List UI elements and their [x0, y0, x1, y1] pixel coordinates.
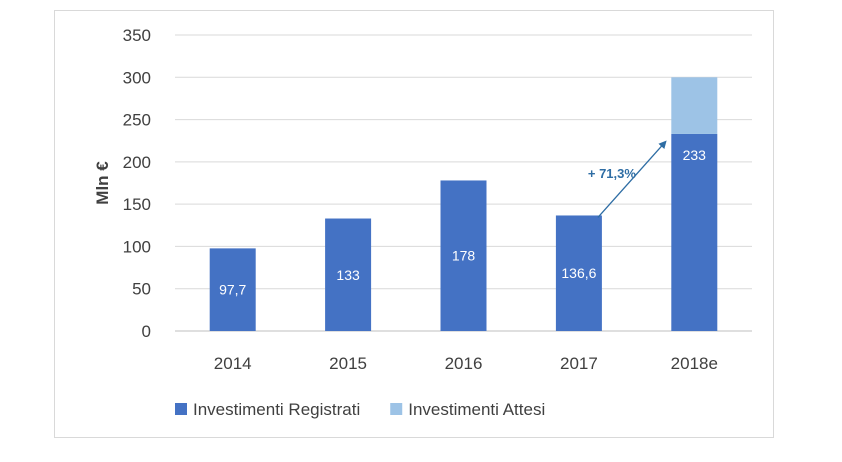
bars [209, 77, 718, 331]
y-tick-label: 0 [142, 322, 151, 341]
chart-frame [54, 10, 774, 438]
x-tick-label: 2016 [445, 354, 483, 373]
data-label: 97,7 [219, 282, 246, 298]
bar-2015-series-0 [325, 218, 372, 331]
bar-2018e-series-1 [671, 77, 718, 134]
bar-2018e-series-0 [671, 133, 718, 331]
annotations: + 71,3% [588, 140, 667, 218]
bar-2014-series-0 [209, 248, 256, 331]
y-axis-ticks: 0 50 100 150 200 250 300 350 [123, 26, 151, 341]
legend-label-1: Investimenti Attesi [408, 400, 545, 419]
data-label: 178 [452, 248, 476, 264]
x-tick-label: 2015 [329, 354, 367, 373]
data-label: 233 [683, 147, 707, 163]
y-tick-label: 200 [123, 153, 151, 172]
growth-annotation: + 71,3% [588, 166, 637, 181]
legend-swatch-1 [390, 403, 403, 415]
legend: Investimenti Registrati Investimenti Atte… [175, 400, 545, 419]
x-tick-label: 2014 [214, 354, 252, 373]
data-label: 136,6 [561, 265, 596, 281]
data-label: 133 [336, 267, 360, 283]
data-labels: 97,7 133 178 136,6 233 [219, 147, 706, 298]
x-tick-label: 2018e [671, 354, 718, 373]
y-tick-label: 300 [123, 68, 151, 87]
legend-label-0: Investimenti Registrati [193, 400, 360, 419]
x-axis-ticks: 2014 2015 2016 2017 2018e [214, 354, 718, 373]
bar-2016-series-0 [440, 180, 487, 331]
gridlines [175, 34, 752, 332]
y-tick-label: 150 [123, 195, 151, 214]
legend-swatch-0 [175, 403, 187, 415]
x-tick-label: 2017 [560, 354, 598, 373]
y-axis-label: Mln € [93, 161, 112, 205]
y-tick-label: 350 [123, 26, 151, 45]
bar-2017-series-0 [555, 215, 602, 331]
growth-arrow [597, 140, 667, 218]
y-tick-label: 250 [123, 111, 151, 130]
y-tick-label: 50 [132, 280, 151, 299]
y-tick-label: 100 [123, 237, 151, 256]
